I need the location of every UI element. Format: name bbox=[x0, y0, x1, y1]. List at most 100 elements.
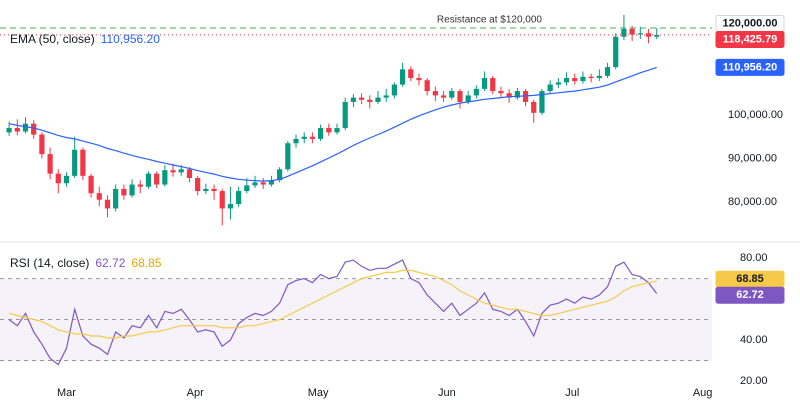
price-tag-bg bbox=[715, 30, 785, 48]
candle-body bbox=[555, 82, 561, 85]
rsi-line bbox=[8, 259, 658, 366]
rsi-ma-line bbox=[8, 269, 657, 339]
candle-body bbox=[195, 178, 201, 192]
candle-body bbox=[391, 84, 397, 96]
resistance-label: Resistance at $120,000 bbox=[437, 15, 543, 26]
candle-body bbox=[154, 173, 160, 185]
x-tick-label: Jun bbox=[438, 387, 456, 399]
candle-body bbox=[129, 184, 135, 196]
price-tag-bg bbox=[715, 286, 785, 304]
candle-body bbox=[72, 149, 78, 176]
candle-body bbox=[514, 91, 520, 98]
candle-body bbox=[309, 136, 316, 139]
candle-body bbox=[563, 78, 570, 83]
x-tick-label: Jul bbox=[565, 387, 579, 399]
candle-body bbox=[399, 69, 406, 85]
candle-body bbox=[285, 143, 291, 170]
candle-body bbox=[268, 180, 275, 185]
x-tick-label: Apr bbox=[187, 387, 204, 399]
candle-body bbox=[588, 76, 594, 79]
candle-body bbox=[539, 91, 545, 113]
candle-body bbox=[613, 36, 619, 68]
candle-body bbox=[375, 97, 381, 102]
y-tick-label: 90,000.00 bbox=[728, 152, 777, 164]
candle-body bbox=[178, 169, 184, 173]
candle-body bbox=[440, 95, 447, 98]
candle-body bbox=[31, 123, 37, 135]
price-tag: 120,000.00 bbox=[722, 17, 777, 29]
legend-value: 110,956.20 bbox=[101, 32, 160, 46]
candle-body bbox=[96, 193, 102, 200]
candle-body bbox=[432, 91, 438, 96]
candle-body bbox=[637, 33, 643, 35]
candle-body bbox=[252, 182, 258, 186]
candle-body bbox=[113, 188, 119, 209]
y-tick-label: 100,000.00 bbox=[728, 109, 783, 121]
candle-body bbox=[350, 97, 357, 102]
candle-body bbox=[227, 204, 234, 209]
legend-title: RSI (14, close) bbox=[10, 256, 89, 270]
candle-body bbox=[14, 128, 20, 132]
candle-body bbox=[47, 154, 53, 174]
legend-value: 68.85 bbox=[131, 256, 161, 270]
candle-body bbox=[621, 28, 627, 37]
candle-body bbox=[145, 173, 152, 187]
y-tick-label: 20.00 bbox=[740, 375, 768, 387]
price-tag: 110,956.20 bbox=[723, 61, 777, 73]
candle-body bbox=[367, 99, 373, 102]
price-tag: 68.85 bbox=[736, 273, 764, 285]
candle-body bbox=[498, 91, 504, 94]
candle-body bbox=[449, 91, 455, 98]
legend-value: 62.72 bbox=[95, 256, 125, 270]
candle-body bbox=[6, 128, 12, 133]
candle-body bbox=[506, 93, 512, 98]
candle-body bbox=[162, 170, 168, 185]
candle-body bbox=[318, 128, 324, 139]
candle-body bbox=[572, 78, 578, 82]
candle-body bbox=[121, 188, 127, 196]
candle-body bbox=[629, 28, 635, 35]
candle-body bbox=[104, 199, 111, 209]
candle-body bbox=[203, 188, 209, 192]
candle-body bbox=[604, 67, 611, 76]
candle-body bbox=[211, 188, 217, 192]
candle-body bbox=[39, 134, 45, 155]
candle-body bbox=[55, 173, 61, 184]
y-tick-label: 80.00 bbox=[740, 252, 768, 264]
candle-body bbox=[63, 175, 70, 184]
candle-body bbox=[219, 191, 225, 209]
legend-name: EMA (50, close) bbox=[10, 32, 95, 46]
candle-body bbox=[481, 78, 488, 89]
candle-body bbox=[596, 75, 602, 79]
candle-body bbox=[244, 185, 250, 192]
x-tick-label: Aug bbox=[693, 387, 713, 399]
candle-body bbox=[301, 136, 307, 139]
candle-body bbox=[342, 101, 348, 129]
candle-body bbox=[416, 78, 422, 81]
candle-body bbox=[654, 34, 660, 37]
candle-body bbox=[473, 88, 479, 96]
candle-body bbox=[326, 128, 332, 133]
candle-body bbox=[334, 128, 340, 133]
y-tick-label: 40.00 bbox=[740, 334, 768, 346]
candle-body bbox=[137, 184, 143, 187]
ema-line bbox=[8, 66, 657, 182]
candle-body bbox=[383, 95, 389, 98]
price-tag: 62.72 bbox=[736, 289, 764, 301]
candle-body bbox=[580, 76, 586, 82]
candle-body bbox=[293, 138, 299, 144]
candle-body bbox=[522, 91, 529, 102]
candle-body bbox=[408, 69, 414, 79]
candle-body bbox=[490, 78, 496, 92]
x-tick-label: May bbox=[308, 387, 329, 399]
candle-body bbox=[424, 80, 430, 92]
candle-body bbox=[186, 169, 193, 179]
candle-body bbox=[457, 91, 463, 102]
candle-body bbox=[80, 149, 86, 176]
candle-body bbox=[547, 84, 553, 92]
candle-body bbox=[170, 170, 176, 173]
x-tick-label: Mar bbox=[57, 387, 76, 399]
